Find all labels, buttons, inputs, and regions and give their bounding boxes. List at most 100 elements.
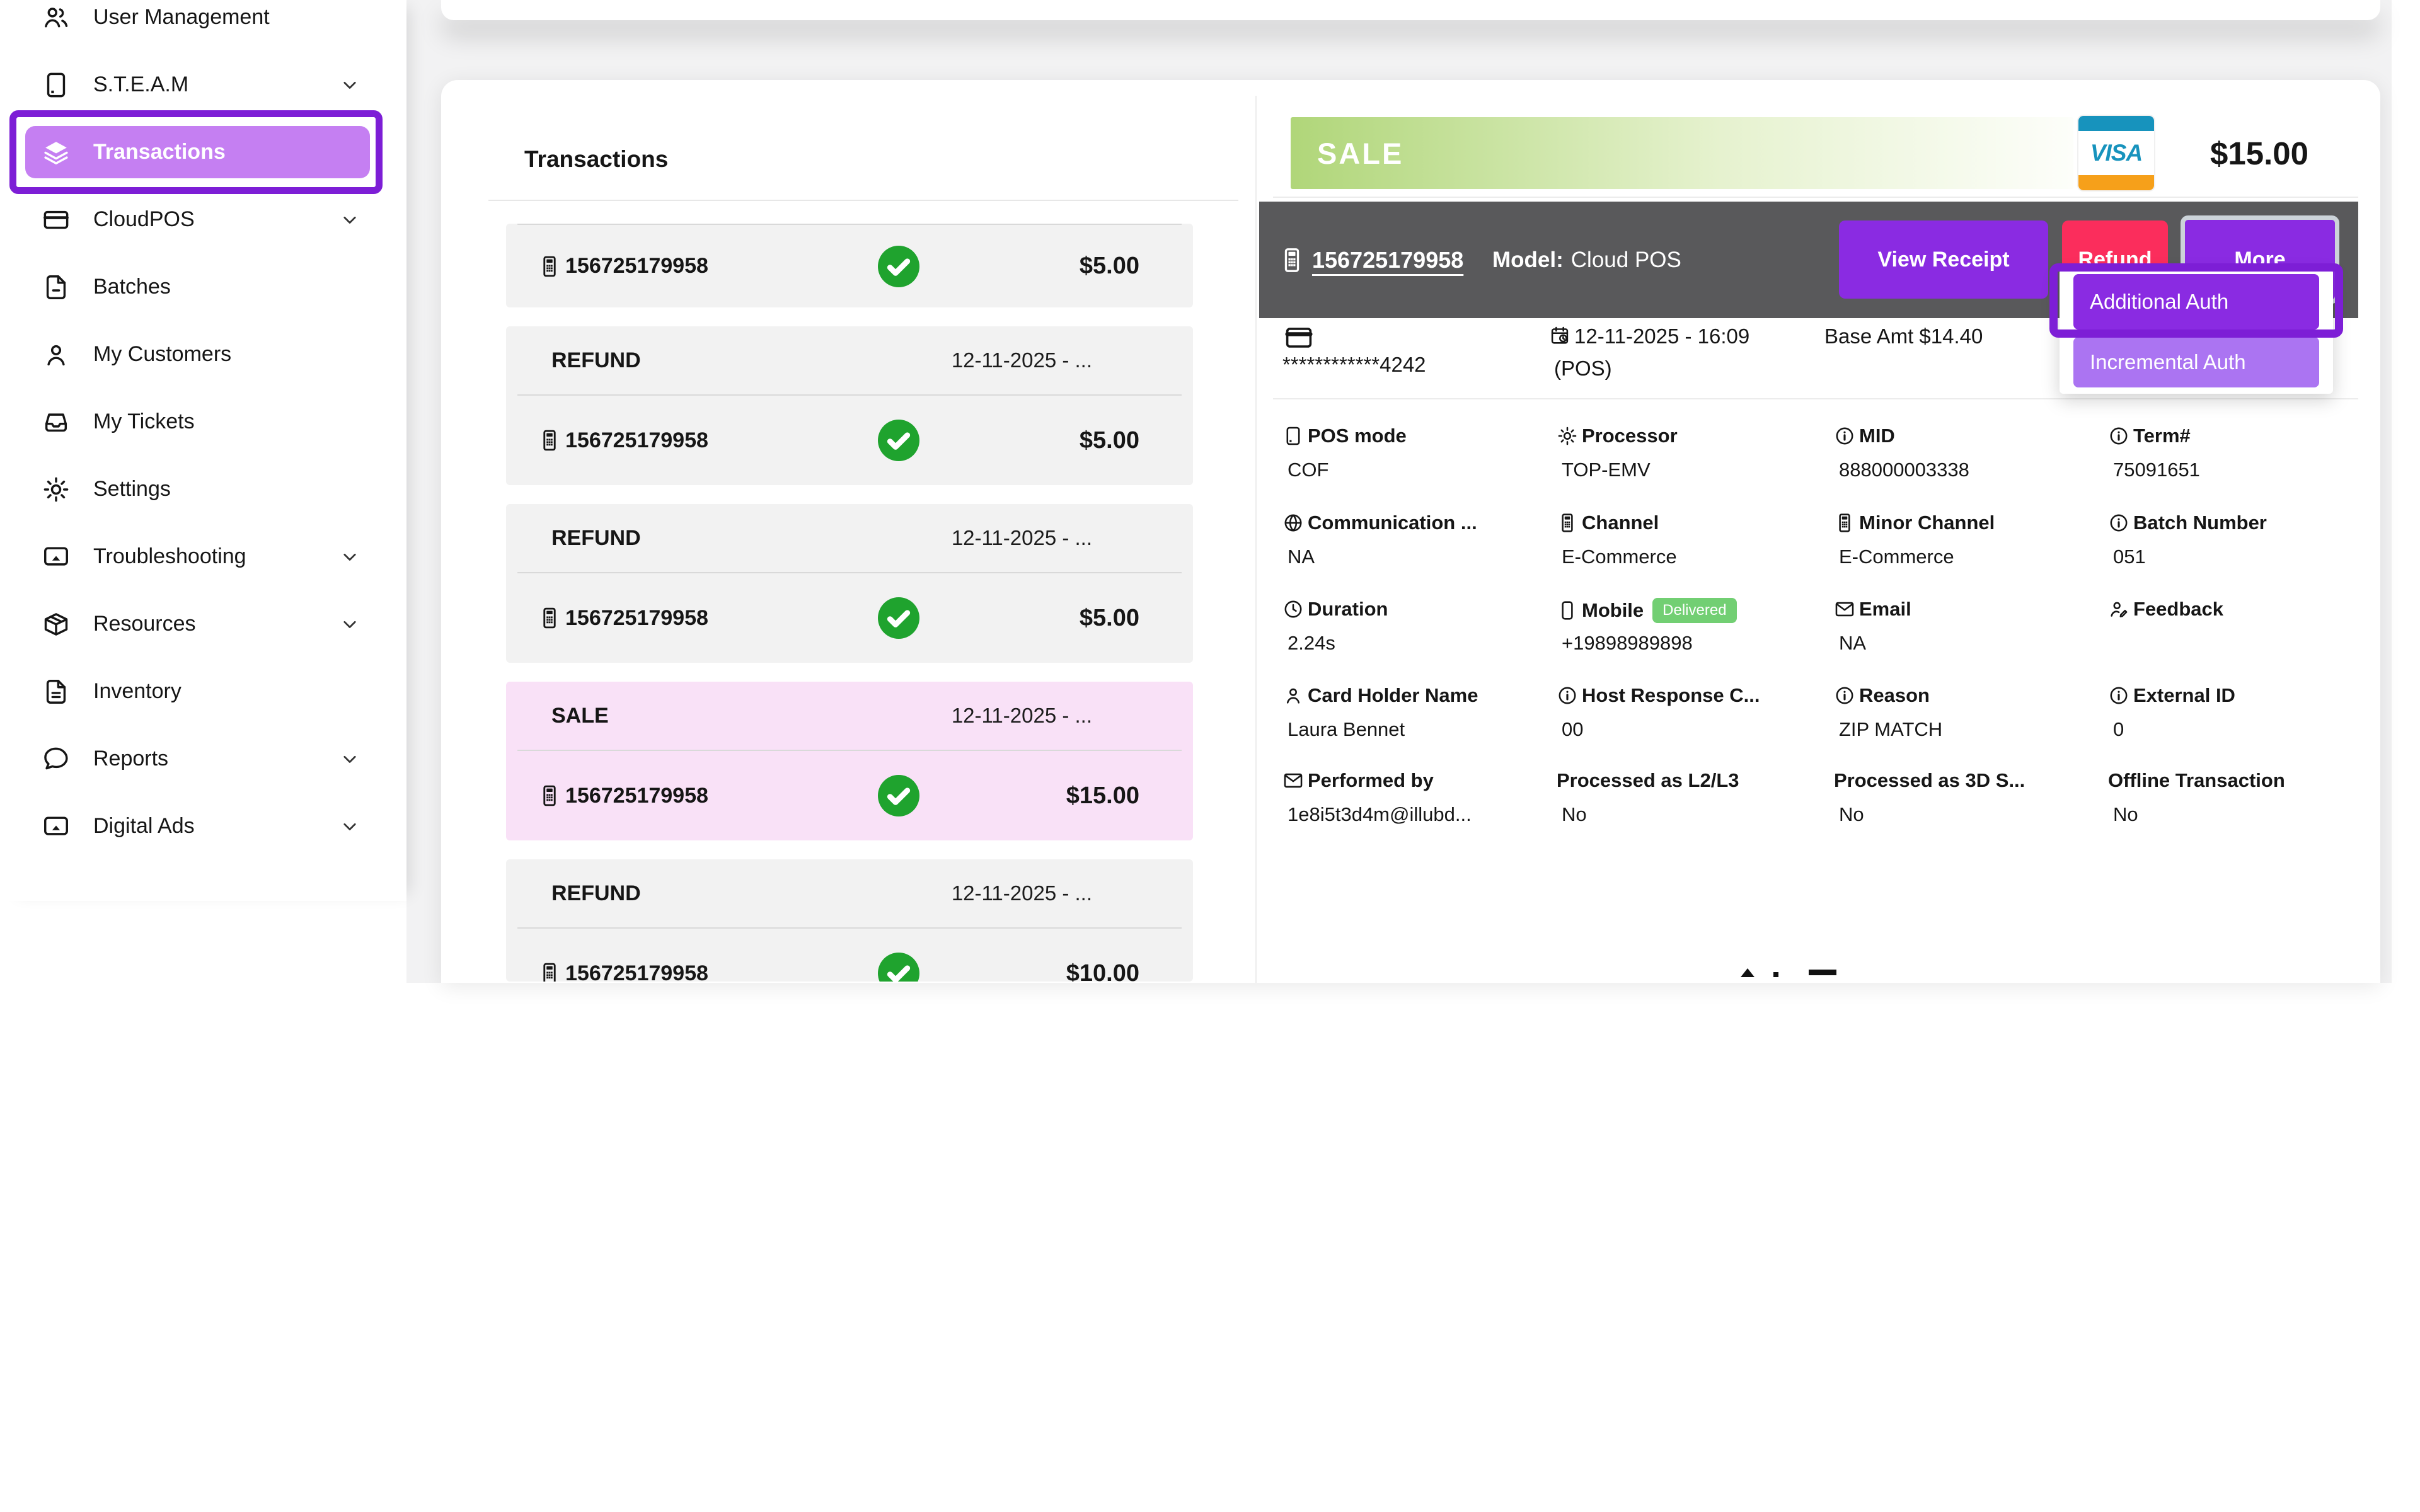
sidebar: User Management S.T.E.A.M Transactions C… <box>0 0 406 901</box>
additional-auth-menu-item[interactable]: Additional Auth <box>2073 274 2319 329</box>
sidebar-item-digital-ads[interactable]: Digital Ads <box>0 793 406 860</box>
transaction-date: 12-11-2025 - ... <box>951 881 1092 905</box>
sidebar-item-pill[interactable]: S.T.E.A.M <box>25 59 370 111</box>
field-duration: Duration 2.24s <box>1282 598 1553 654</box>
layers-icon <box>42 138 71 167</box>
detail-field-value: 75091651 <box>2113 459 2200 481</box>
field-mobile: Mobile Delivered +19898989898 <box>1557 598 1828 654</box>
sidebar-item-my-tickets[interactable]: My Tickets <box>0 388 406 455</box>
clock-icon <box>1282 598 1304 620</box>
user-icon <box>1282 685 1304 706</box>
sidebar-item-pill[interactable]: My Tickets <box>25 396 370 448</box>
sidebar-item-pill[interactable]: Troubleshooting <box>25 530 370 583</box>
detail-field-value: E-Commerce <box>1562 546 1677 568</box>
transaction-type: REFUND <box>551 348 641 372</box>
clipped-text-fragment <box>1741 963 1879 981</box>
chevron-down-icon[interactable] <box>338 546 361 568</box>
detail-field-label: Processed as 3D S... <box>1834 769 2025 791</box>
detail-field-value: No <box>2113 803 2138 825</box>
gear-icon <box>1557 425 1578 447</box>
chevron-down-icon[interactable] <box>338 815 361 838</box>
sidebar-item-reports[interactable]: Reports <box>0 725 406 793</box>
sidebar-item-pill[interactable]: My Customers <box>25 328 370 381</box>
pos-icon <box>1557 512 1578 534</box>
detail-field-value: COF <box>1288 459 1329 481</box>
visa-wordmark: VISA <box>2090 140 2143 166</box>
transaction-row[interactable]: 156725179958 $15.00 <box>506 751 1193 840</box>
model-value: Cloud POS <box>1570 247 1681 272</box>
field-feedback: Feedback <box>2108 598 2379 621</box>
sidebar-item-inventory[interactable]: Inventory <box>0 658 406 725</box>
globe-icon <box>1282 512 1304 534</box>
sidebar-item-label: Resources <box>93 612 196 636</box>
transaction-row[interactable]: 156725179958 $5.00 <box>506 396 1193 485</box>
sidebar-item-pill[interactable]: Batches <box>25 261 370 313</box>
sidebar-item-pill[interactable]: Digital Ads <box>25 800 370 852</box>
chevron-down-icon[interactable] <box>338 748 361 770</box>
delivered-badge: Delivered <box>1652 598 1737 623</box>
info-icon <box>1557 685 1578 706</box>
package-icon <box>42 610 71 639</box>
datetime-suffix: (POS) <box>1554 357 1612 380</box>
detail-field-label: Duration <box>1308 598 1388 620</box>
sidebar-item-settings[interactable]: Settings <box>0 455 406 523</box>
group-divider <box>517 572 1182 573</box>
field-pos-mode: POS mode COF <box>1282 425 1553 481</box>
chevron-down-icon[interactable] <box>338 74 361 96</box>
clipped-glyph <box>1809 970 1836 975</box>
sidebar-item-pill[interactable]: Settings <box>25 463 370 515</box>
detail-field-value: Laura Bennet <box>1288 718 1405 740</box>
transaction-terminal-id: 156725179958 <box>565 783 708 808</box>
transaction-group-header: REFUND 12-11-2025 - ... <box>506 326 1193 394</box>
sidebar-item-cloudpos[interactable]: CloudPOS <box>0 186 406 253</box>
view-receipt-button[interactable]: View Receipt <box>1839 220 2048 299</box>
detail-field-value: E-Commerce <box>1839 546 1954 568</box>
transaction-row[interactable]: 156725179958 $5.00 <box>506 573 1193 663</box>
approved-check-icon <box>878 245 919 287</box>
sidebar-item-label: Reports <box>93 747 169 770</box>
sidebar-item-user-management[interactable]: User Management <box>0 0 406 51</box>
sidebar-item-batches[interactable]: Batches <box>0 253 406 321</box>
transaction-type-label: SALE <box>1317 136 1404 170</box>
sidebar-item-pill[interactable]: Inventory <box>25 665 370 718</box>
sidebar-item-label: My Customers <box>93 342 232 366</box>
field-card-holder-name: Card Holder Name Laura Bennet <box>1282 684 1553 740</box>
pos-terminal-icon <box>538 255 562 278</box>
terminal-id-link[interactable]: 156725179958 <box>1312 246 1464 273</box>
transaction-type: SALE <box>551 703 609 728</box>
chevron-down-icon[interactable] <box>338 209 361 231</box>
message-circle-icon <box>42 745 71 774</box>
cast-icon <box>42 542 71 571</box>
transaction-type: REFUND <box>551 881 641 905</box>
chevron-down-icon[interactable] <box>338 613 361 636</box>
detail-field-value: 00 <box>1562 718 1584 740</box>
pos-terminal-icon <box>538 606 562 630</box>
sidebar-item-s-t-e-a-m[interactable]: S.T.E.A.M <box>0 51 406 118</box>
sidebar-item-label: S.T.E.A.M <box>93 72 189 96</box>
sidebar-item-transactions[interactable]: Transactions <box>0 110 406 194</box>
detail-field-value: No <box>1839 803 1864 825</box>
sidebar-item-pill[interactable]: User Management <box>25 0 370 43</box>
sidebar-item-pill[interactable]: Reports <box>25 733 370 785</box>
sidebar-item-troubleshooting[interactable]: Troubleshooting <box>0 523 406 590</box>
sidebar-item-pill[interactable]: Transactions <box>25 126 370 178</box>
detail-field-label: Communication ... <box>1308 512 1477 534</box>
transaction-row[interactable]: 156725179958 $5.00 <box>506 225 1193 307</box>
detail-field-label: Batch Number <box>2133 512 2267 534</box>
terminal-id-group: 156725179958 <box>1278 202 1463 318</box>
panel-vertical-divider <box>1255 96 1257 983</box>
transaction-row-amount: $5.00 <box>1079 253 1139 279</box>
sidebar-item-pill[interactable]: Resources <box>25 598 370 650</box>
info-icon <box>2108 685 2129 706</box>
incremental-auth-menu-item[interactable]: Incremental Auth <box>2073 337 2319 387</box>
sidebar-item-resources[interactable]: Resources <box>0 590 406 658</box>
detail-field-label: Term# <box>2133 425 2191 447</box>
group-divider <box>517 750 1182 751</box>
transaction-group: REFUND 12-11-2025 - ... 156725179958 $10… <box>506 859 1193 982</box>
group-divider <box>517 224 1182 225</box>
detail-field-label: Processed as L2/L3 <box>1557 769 1739 791</box>
transaction-row[interactable]: 156725179958 $10.00 <box>506 929 1193 982</box>
sidebar-item-pill[interactable]: CloudPOS <box>25 193 370 246</box>
field-reason: Reason ZIP MATCH <box>1834 684 2105 740</box>
sidebar-item-my-customers[interactable]: My Customers <box>0 321 406 388</box>
